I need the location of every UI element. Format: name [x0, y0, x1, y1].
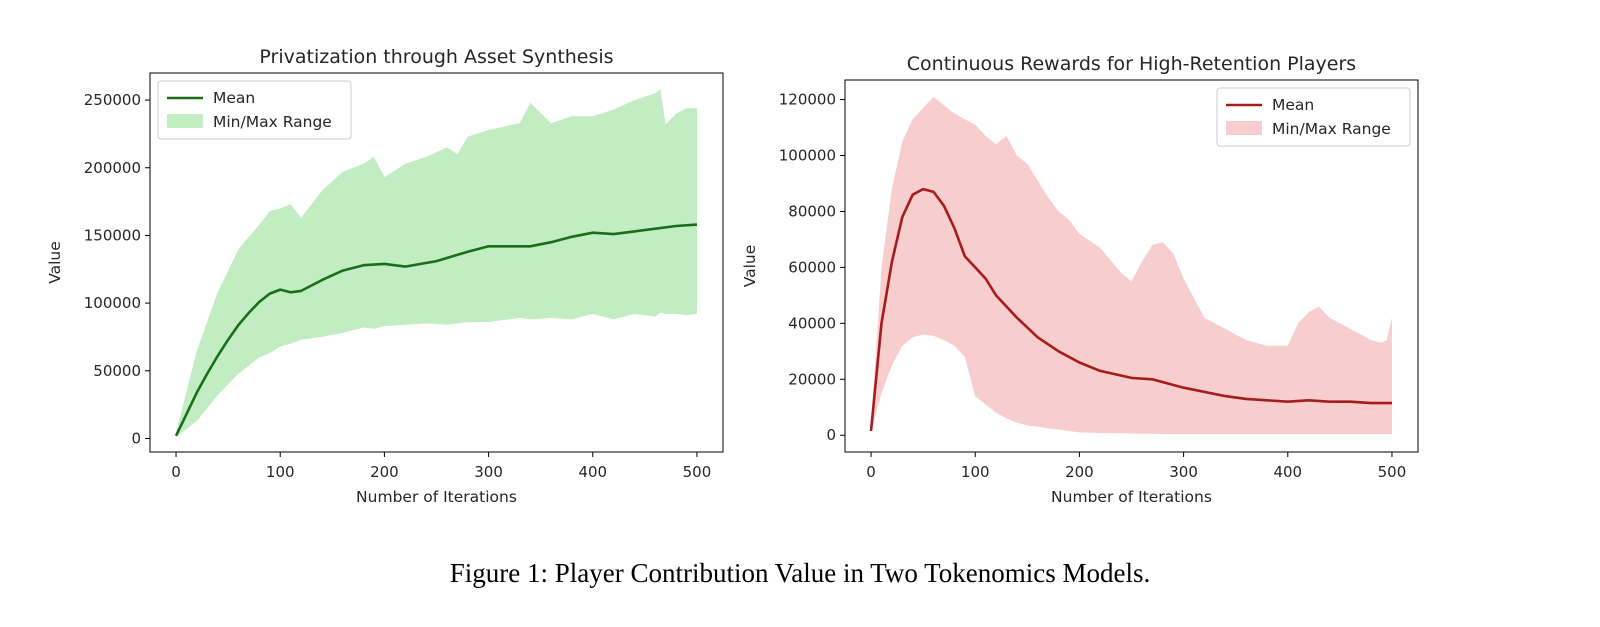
y-tick-label: 80000: [788, 202, 836, 220]
legend: Mean Min/Max Range: [157, 80, 352, 140]
figure-charts: 0 100 200 300 400 500050000100000150000200000…: [46, 46, 1419, 506]
x-tick-label: 100: [266, 463, 295, 481]
legend-mean-label: Mean: [1272, 96, 1314, 114]
legend-range-swatch: [1226, 121, 1262, 135]
legend-range-swatch: [167, 114, 203, 128]
legend: Mean Min/Max Range: [1216, 87, 1411, 147]
legend-range-label: Min/Max Range: [213, 113, 332, 131]
legend-range-label: Min/Max Range: [1272, 120, 1391, 138]
min-max-range-band: [871, 96, 1392, 435]
x-tick-label: 100: [961, 463, 990, 481]
y-tick-label: 60000: [788, 258, 836, 276]
plot-frame: [149, 72, 724, 453]
y-tick-label: 50000: [93, 362, 141, 380]
x-tick-label: 300: [474, 463, 503, 481]
x-tick-label: 200: [1065, 463, 1094, 481]
y-tick-label: 100000: [84, 294, 141, 312]
figure-caption: Figure 1: Player Contribution Value in T…: [449, 558, 1151, 588]
y-tick-label: 200000: [84, 159, 141, 177]
chart-2: 0 100 200 300 400 500 0 20000 40000 60000 80000 100…: [741, 53, 1419, 506]
x-axis-label: Number of Iterations: [1051, 488, 1212, 506]
x-tick-label: 300: [1169, 463, 1198, 481]
mean-line: [174, 223, 698, 437]
chart-title: Privatization through Asset Synthesis: [259, 46, 613, 68]
x-tick-label: 0: [171, 463, 181, 481]
legend-box: [157, 80, 352, 140]
legend-mean-label: Mean: [213, 89, 255, 107]
y-tick-label: 40000: [788, 314, 836, 332]
legend-box: [1216, 87, 1411, 147]
x-tick-label: 500: [1378, 463, 1407, 481]
chart-1: 0 100 200 300 400 500 0 50000 100000 150000 200000…: [46, 46, 724, 506]
plot-frame: [844, 79, 1419, 453]
x-tick-label: 400: [578, 463, 607, 481]
x-tick-label: 500: [683, 463, 712, 481]
min-max-range-band: [176, 89, 697, 438]
mean-line: [869, 187, 1392, 432]
y-axis-label: Value: [741, 245, 759, 288]
y-tick-label: 0: [131, 429, 141, 447]
x-axis-label: Number of Iterations: [356, 488, 517, 506]
y-axis-label: Value: [46, 241, 64, 284]
chart-title: Continuous Rewards for High-Retention Pl…: [907, 53, 1356, 75]
y-tick-label: 250000: [84, 91, 141, 109]
x-tick-label: 0: [866, 463, 876, 481]
x-tick-label: 200: [370, 463, 399, 481]
y-tick-label: 20000: [788, 370, 836, 388]
y-tick-label: 100000: [779, 147, 836, 165]
y-tick-label: 0: [826, 426, 836, 444]
y-tick-label: 120000: [779, 91, 836, 109]
x-tick-label: 400: [1273, 463, 1302, 481]
y-tick-label: 150000: [84, 226, 141, 244]
